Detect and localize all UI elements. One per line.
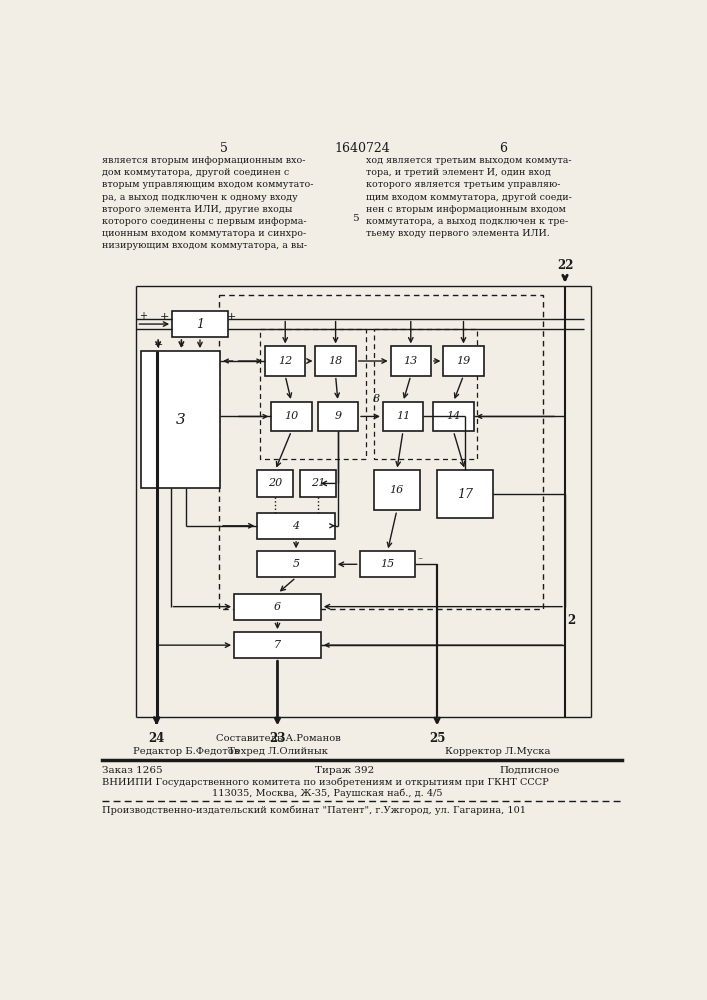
Bar [257, 551, 335, 577]
Text: 1640724: 1640724 [334, 142, 390, 155]
Text: Заказ 1265: Заказ 1265 [103, 766, 163, 775]
Bar [360, 551, 416, 577]
Bar [141, 351, 220, 488]
Text: ход является третьим выходом коммута-
тора, и третий элемент И, один вход
которо: ход является третьим выходом коммута- то… [366, 156, 572, 238]
Bar [234, 632, 321, 658]
Text: 5: 5 [352, 214, 359, 223]
Text: Составитель А.Романов: Составитель А.Романов [216, 734, 341, 743]
Bar [260, 329, 366, 459]
Text: Техред Л.Олийнык: Техред Л.Олийнык [228, 747, 328, 756]
Text: Редактор Б.Федотов: Редактор Б.Федотов [134, 747, 240, 756]
Bar [317, 402, 358, 431]
Text: 5: 5 [293, 559, 300, 569]
Text: +: + [153, 340, 163, 350]
Text: 16: 16 [390, 485, 404, 495]
Text: 24: 24 [148, 732, 165, 745]
Text: 3: 3 [176, 413, 185, 427]
Bar [373, 329, 477, 459]
Text: -: - [180, 340, 183, 350]
Bar [218, 295, 542, 609]
Text: 6: 6 [499, 142, 507, 155]
Bar [300, 470, 336, 497]
Text: 25: 25 [429, 732, 445, 745]
Text: 18: 18 [329, 356, 343, 366]
Text: ⁻: ⁻ [417, 556, 422, 566]
Text: 8: 8 [373, 394, 380, 404]
Text: 7: 7 [274, 640, 281, 650]
Text: 11: 11 [396, 411, 410, 421]
Text: 6: 6 [274, 602, 281, 612]
Text: +: + [160, 312, 169, 322]
Text: 23: 23 [269, 732, 286, 745]
Bar [234, 594, 321, 620]
Text: 12: 12 [278, 356, 293, 366]
Bar [433, 402, 474, 431]
Bar [271, 402, 312, 431]
Text: 9: 9 [334, 411, 341, 421]
Text: ВНИИПИ Государственного комитета по изобретениям и открытиям при ГКНТ СССР: ВНИИПИ Государственного комитета по изоб… [103, 778, 549, 787]
Bar [172, 311, 228, 337]
Text: +: + [139, 311, 148, 321]
Text: 2: 2 [567, 614, 575, 627]
Text: 22: 22 [556, 259, 573, 272]
Text: 13: 13 [404, 356, 418, 366]
Text: 4: 4 [293, 521, 300, 531]
Bar [315, 346, 356, 376]
Text: Производственно-издательский комбинат "Патент", г.Ужгород, ул. Гагарина, 101: Производственно-издательский комбинат "П… [103, 805, 526, 815]
Text: 113035, Москва, Ж-35, Раушская наб., д. 4/5: 113035, Москва, Ж-35, Раушская наб., д. … [212, 788, 443, 798]
Bar [373, 470, 420, 510]
Text: Подписное: Подписное [499, 766, 559, 775]
Bar [437, 470, 493, 518]
Text: 17: 17 [457, 488, 473, 501]
Text: 1: 1 [196, 318, 204, 331]
Text: 21: 21 [310, 478, 325, 488]
Text: Тираж 392: Тираж 392 [315, 766, 374, 775]
Text: Корректор Л.Муска: Корректор Л.Муска [445, 747, 550, 756]
Text: -: - [229, 324, 233, 334]
Text: 5: 5 [220, 142, 228, 155]
Bar [265, 346, 305, 376]
Bar [257, 470, 293, 497]
Text: 15: 15 [380, 559, 395, 569]
Text: +: + [226, 312, 235, 322]
Text: 10: 10 [284, 411, 298, 421]
Text: 19: 19 [456, 356, 471, 366]
Text: является вторым информационным вхо-
дом коммутатора, другой соединен с
вторым уп: является вторым информационным вхо- дом … [103, 156, 314, 250]
Text: 14: 14 [446, 411, 460, 421]
Bar [443, 346, 484, 376]
Bar [391, 346, 431, 376]
Bar [257, 513, 335, 539]
Text: 20: 20 [268, 478, 282, 488]
Bar [383, 402, 423, 431]
